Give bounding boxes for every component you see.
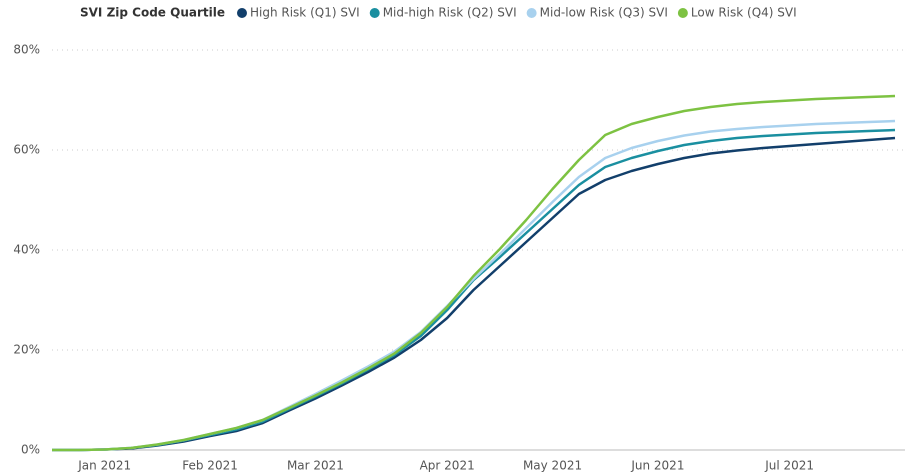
series-line — [52, 136, 896, 452]
y-tick-label: 80% — [13, 43, 40, 57]
y-tick-label: 20% — [13, 343, 40, 357]
legend-marker — [369, 8, 380, 18]
series-line — [52, 119, 896, 452]
x-tick-label: Apr 2021 — [420, 459, 475, 473]
legend-title: SVI Zip Code Quartile — [80, 6, 225, 20]
x-tick-label: Feb 2021 — [182, 459, 238, 473]
x-tick-label: Jun 2021 — [630, 459, 684, 473]
legend-marker — [236, 8, 247, 18]
y-tick-label: 0% — [21, 443, 40, 457]
x-tick-label: May 2021 — [523, 459, 582, 473]
legend-label: High Risk (Q1) SVI — [250, 6, 360, 20]
legend-label: Low Risk (Q4) SVI — [691, 6, 797, 20]
x-tick-label: Jul 2021 — [764, 459, 814, 473]
series-line — [52, 94, 896, 452]
legend-label: Mid-low Risk (Q3) SVI — [540, 6, 668, 20]
legend-marker — [677, 8, 688, 18]
x-tick-label: Mar 2021 — [287, 459, 344, 473]
x-tick-label: Jan 2021 — [77, 459, 131, 473]
y-tick-label: 40% — [13, 243, 40, 257]
y-tick-label: 60% — [13, 143, 40, 157]
legend-label: Mid-high Risk (Q2) SVI — [383, 6, 517, 20]
legend-marker — [526, 8, 537, 18]
